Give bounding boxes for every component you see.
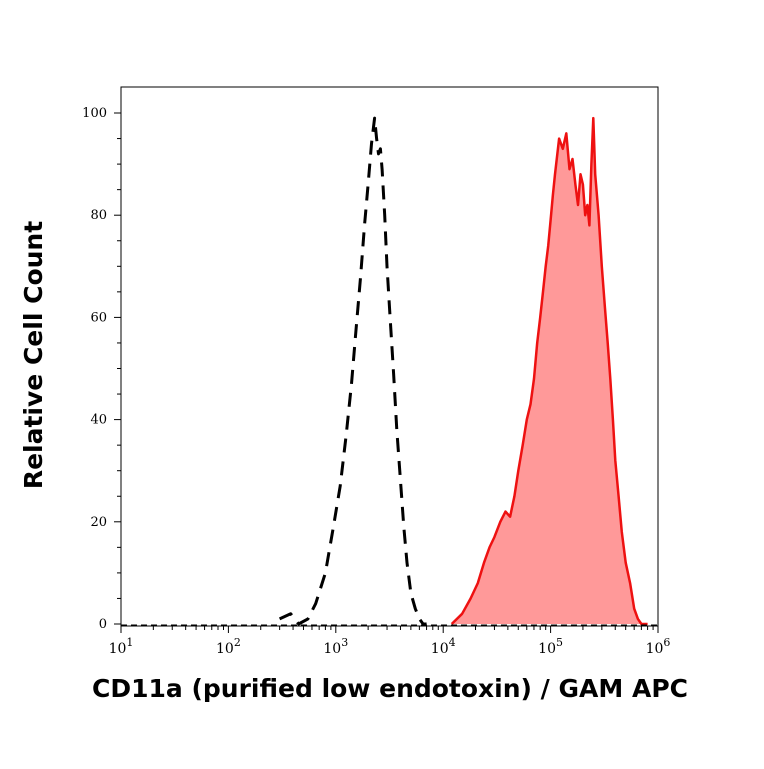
x-tick-label: 101 [109, 636, 134, 657]
series-line-1 [450, 116, 648, 626]
plot-area [121, 116, 658, 626]
y-tick-label: 0 [99, 617, 107, 632]
x-tick-label: 104 [431, 636, 456, 657]
y-axis-label: Relative Cell Count [19, 221, 48, 489]
y-tick-label: 20 [90, 515, 107, 530]
y-tick-label: 40 [90, 413, 107, 428]
y-tick-label: 100 [82, 106, 107, 121]
x-tick-label: 102 [216, 636, 241, 657]
x-tick-label: 105 [538, 636, 563, 657]
y-tick-label: 80 [90, 208, 107, 223]
series-line-0 [278, 116, 427, 626]
series-fill-1 [451, 118, 648, 624]
x-tick-label: 103 [323, 636, 348, 657]
x-axis-label: CD11a (purified low endotoxin) / GAM APC [92, 674, 688, 703]
plot-frame [120, 86, 659, 627]
y-tick-label: 60 [90, 310, 107, 325]
x-tick-label: 106 [646, 636, 671, 657]
axes: 0 20 40 60 80 100 101 102 103 104 105 106 [82, 106, 670, 657]
